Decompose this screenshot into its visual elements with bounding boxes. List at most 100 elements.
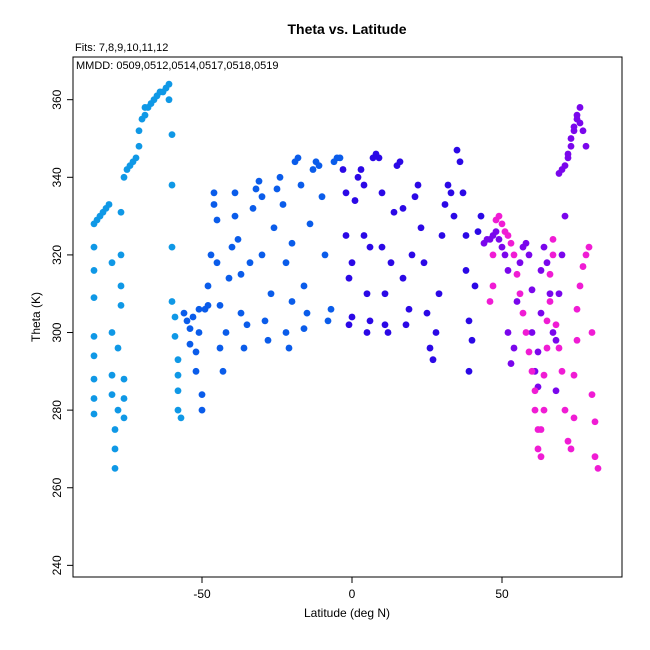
data-point [540, 243, 548, 251]
data-point [273, 185, 281, 193]
data-point [117, 282, 125, 290]
data-point [288, 298, 296, 305]
chart-title: Theta vs. Latitude [287, 21, 406, 37]
data-point [570, 127, 578, 135]
data-point [117, 251, 125, 259]
data-point [510, 344, 518, 352]
data-point [471, 282, 479, 290]
data-point [195, 329, 203, 336]
data-point [381, 290, 389, 298]
data-point [114, 344, 122, 352]
y-tick-label: 360 [50, 89, 64, 109]
x-tick-label: 50 [495, 587, 509, 601]
data-point [255, 177, 263, 185]
data-point [303, 309, 311, 317]
data-point [591, 453, 599, 461]
data-point [90, 352, 98, 360]
data-point [588, 329, 596, 336]
data-point [168, 131, 176, 139]
data-point [300, 325, 308, 333]
data-point [543, 344, 551, 352]
data-point [573, 305, 581, 313]
data-point [399, 274, 407, 282]
data-point [411, 193, 419, 201]
data-point [306, 220, 314, 228]
data-point [249, 204, 257, 212]
data-point [576, 282, 584, 290]
data-point [537, 309, 545, 317]
data-point [504, 232, 512, 239]
data-point [510, 251, 518, 259]
data-point [279, 201, 287, 208]
data-point [549, 329, 557, 336]
data-point [381, 321, 389, 329]
data-point [501, 251, 509, 259]
data-point [216, 301, 224, 309]
data-point [186, 340, 194, 348]
data-point [570, 371, 578, 379]
data-point [546, 270, 554, 278]
data-point [282, 329, 290, 336]
y-axis-ticks: 240 260 280 300 320 340 360 [50, 89, 73, 575]
data-point [558, 251, 566, 259]
data-point [537, 426, 545, 433]
data-point [498, 220, 506, 228]
data-point [174, 387, 182, 395]
data-point [210, 201, 218, 208]
data-point [561, 406, 569, 414]
data-point [582, 142, 590, 150]
data-point [105, 201, 113, 208]
data-point [174, 371, 182, 379]
data-point [216, 344, 224, 352]
data-point [348, 313, 356, 321]
data-point [171, 333, 179, 340]
data-point [297, 181, 305, 189]
data-point [174, 356, 182, 364]
data-point [165, 80, 173, 88]
data-point [450, 212, 458, 220]
data-point [192, 367, 200, 375]
data-point [516, 290, 524, 298]
data-point [429, 356, 437, 364]
data-point [231, 212, 239, 220]
data-point [180, 309, 188, 317]
data-point [384, 329, 392, 336]
data-point [351, 197, 359, 204]
data-point [462, 267, 470, 274]
data-point [90, 333, 98, 340]
data-point [528, 329, 536, 336]
data-point [345, 321, 353, 329]
data-point [543, 259, 551, 267]
data-point [558, 367, 566, 375]
data-point [354, 173, 362, 181]
data-point [108, 371, 116, 379]
data-point [219, 367, 227, 375]
data-point [366, 317, 374, 325]
data-point [258, 193, 266, 201]
data-point [555, 170, 563, 177]
data-point [408, 251, 416, 259]
data-point [474, 228, 482, 236]
data-point [498, 243, 506, 251]
data-point [363, 290, 371, 298]
data-point [507, 360, 515, 367]
data-point [285, 344, 293, 352]
data-point [555, 344, 563, 352]
data-point [441, 201, 449, 208]
data-point [342, 189, 350, 197]
data-point [234, 235, 242, 243]
data-point [531, 387, 539, 395]
data-point [477, 212, 485, 220]
data-point [570, 414, 578, 422]
x-axis-label: Latitude (deg N) [304, 606, 390, 620]
data-point [120, 395, 128, 402]
data-point [294, 154, 302, 162]
data-point [174, 406, 182, 414]
data-point [444, 181, 452, 189]
data-point [135, 127, 143, 135]
data-point [327, 305, 335, 313]
data-point [495, 212, 503, 220]
data-point [108, 329, 116, 336]
data-point [111, 464, 119, 472]
